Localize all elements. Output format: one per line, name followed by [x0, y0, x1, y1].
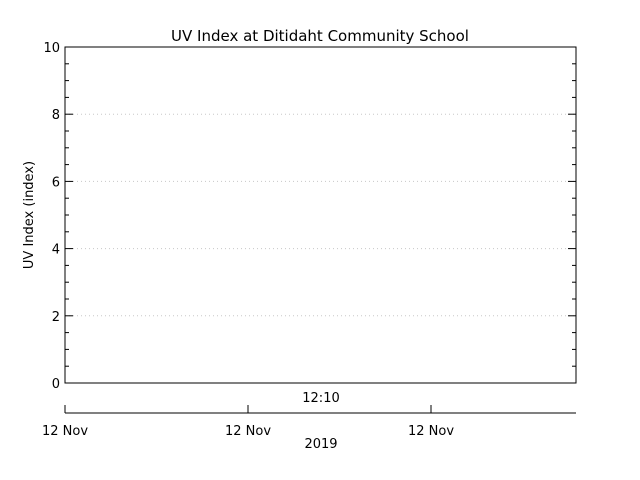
- y-tick-label: 6: [52, 175, 60, 190]
- date-tick-label: 12 Nov: [42, 424, 88, 439]
- x-axis: 12 Nov 12 Nov 12 Nov: [42, 405, 576, 439]
- date-tick-label: 12 Nov: [225, 424, 271, 439]
- date-tick-label: 12 Nov: [408, 424, 454, 439]
- x-time-label: 12:10: [302, 391, 339, 406]
- y-tick-label: 8: [52, 108, 60, 123]
- y-tick-label: 0: [52, 377, 60, 392]
- y-tick-label: 2: [52, 310, 60, 325]
- y-axis-label: UV Index (index): [22, 161, 37, 269]
- y-tick-label: 4: [52, 243, 60, 258]
- y-axis: 0 2 4 6 8 10: [43, 41, 576, 392]
- grid-lines: [65, 113, 576, 317]
- x-axis-label: 2019: [304, 437, 337, 452]
- y-tick-label: 10: [43, 41, 60, 56]
- chart-title: UV Index at Ditidaht Community School: [171, 27, 469, 45]
- plot-frame: [64, 46, 577, 384]
